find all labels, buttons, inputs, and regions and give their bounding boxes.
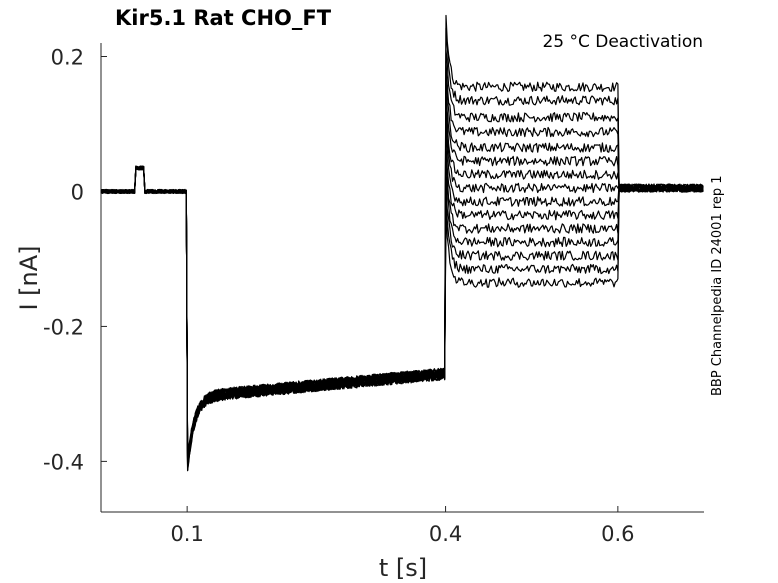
y-tick-label: 0 xyxy=(71,180,84,204)
axes: 0.1 0.4 0.6 0.2 0 -0.2 -0.4 xyxy=(43,43,704,546)
y-axis-label: I [nA] xyxy=(15,245,43,310)
x-tick-label: 0.4 xyxy=(429,522,462,546)
current-trace xyxy=(100,89,704,463)
chart-title: Kir5.1 Rat CHO_FT xyxy=(115,6,332,30)
current-trace xyxy=(100,60,704,465)
x-tick-label: 0.6 xyxy=(601,522,634,546)
y-tick-label: -0.4 xyxy=(43,450,84,474)
side-label: BBP Channelpedia ID 24001 rep 1 xyxy=(710,175,725,396)
current-trace xyxy=(100,129,704,464)
x-tick-label: 0.1 xyxy=(170,522,203,546)
chart-annotation: 25 °C Deactivation xyxy=(542,32,703,52)
current-trace xyxy=(100,143,704,471)
y-tick-label: 0.2 xyxy=(51,45,84,69)
current-trace xyxy=(100,14,704,471)
current-trace xyxy=(100,107,704,468)
traces xyxy=(100,14,704,472)
current-trace xyxy=(100,165,704,461)
current-trace xyxy=(100,165,704,466)
current-trace xyxy=(100,27,704,464)
y-tick-label: -0.2 xyxy=(43,315,84,339)
current-trace xyxy=(100,77,704,465)
current-trace xyxy=(100,112,704,462)
x-axis-label: t [s] xyxy=(379,554,427,582)
